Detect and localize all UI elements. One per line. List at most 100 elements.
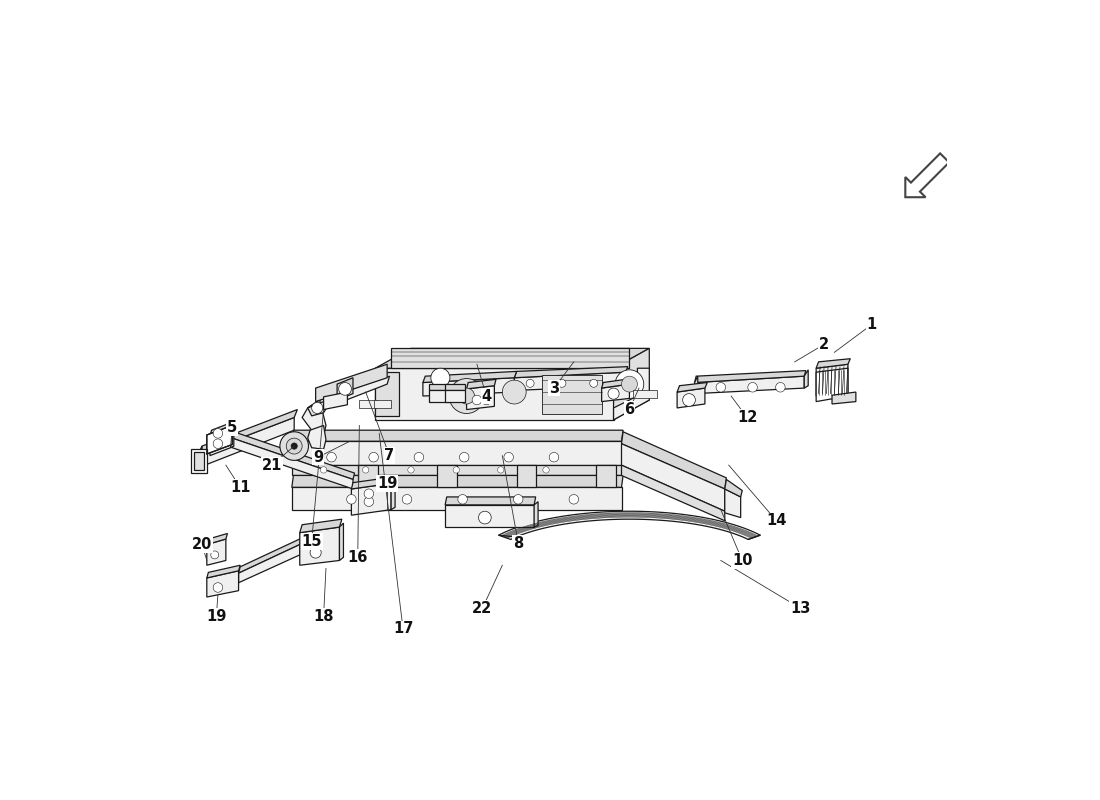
- Bar: [360, 400, 377, 408]
- Polygon shape: [466, 379, 496, 389]
- Polygon shape: [316, 364, 387, 402]
- Text: 15: 15: [301, 534, 322, 549]
- Polygon shape: [199, 418, 294, 467]
- Polygon shape: [621, 444, 725, 511]
- Text: 20: 20: [191, 537, 212, 552]
- Polygon shape: [832, 392, 856, 404]
- Polygon shape: [602, 384, 629, 402]
- Polygon shape: [614, 368, 649, 420]
- Text: 7: 7: [385, 448, 395, 463]
- Circle shape: [621, 376, 637, 392]
- Polygon shape: [621, 465, 725, 521]
- Circle shape: [449, 378, 484, 414]
- Circle shape: [431, 368, 450, 387]
- Polygon shape: [351, 483, 392, 515]
- Polygon shape: [300, 527, 340, 566]
- Polygon shape: [515, 372, 626, 390]
- Polygon shape: [207, 426, 232, 454]
- Circle shape: [543, 466, 549, 473]
- Circle shape: [482, 395, 492, 405]
- Circle shape: [608, 388, 619, 399]
- Polygon shape: [323, 392, 348, 410]
- Polygon shape: [375, 348, 649, 368]
- Circle shape: [458, 494, 468, 504]
- Polygon shape: [602, 378, 631, 388]
- Circle shape: [311, 402, 322, 414]
- Circle shape: [320, 466, 327, 473]
- Polygon shape: [207, 566, 240, 578]
- Polygon shape: [308, 426, 326, 450]
- Polygon shape: [621, 432, 726, 489]
- Bar: [374, 400, 392, 408]
- Polygon shape: [694, 370, 806, 382]
- Text: 9: 9: [314, 450, 323, 465]
- Circle shape: [497, 466, 504, 473]
- Circle shape: [279, 432, 308, 460]
- Polygon shape: [207, 534, 228, 545]
- Polygon shape: [210, 428, 231, 456]
- Polygon shape: [194, 453, 204, 470]
- Text: 1: 1: [867, 317, 877, 332]
- Polygon shape: [340, 523, 343, 561]
- Polygon shape: [239, 545, 300, 582]
- Text: 5: 5: [227, 420, 238, 435]
- Circle shape: [504, 453, 514, 462]
- Text: 18: 18: [314, 609, 333, 623]
- Text: 14: 14: [767, 514, 786, 528]
- Circle shape: [503, 380, 526, 404]
- Polygon shape: [437, 465, 458, 487]
- Circle shape: [569, 494, 579, 504]
- Circle shape: [310, 534, 321, 545]
- Polygon shape: [466, 386, 494, 410]
- Polygon shape: [207, 571, 239, 597]
- Polygon shape: [351, 477, 393, 489]
- Circle shape: [514, 494, 522, 504]
- Polygon shape: [232, 432, 354, 479]
- Polygon shape: [239, 538, 301, 573]
- Circle shape: [368, 453, 378, 462]
- Text: 10: 10: [732, 553, 752, 568]
- Polygon shape: [231, 424, 234, 448]
- Text: 17: 17: [393, 622, 414, 636]
- Polygon shape: [678, 382, 707, 392]
- Polygon shape: [816, 358, 850, 368]
- Circle shape: [776, 382, 785, 392]
- Circle shape: [292, 443, 297, 450]
- Circle shape: [346, 494, 356, 504]
- Circle shape: [408, 466, 415, 473]
- Polygon shape: [446, 390, 465, 402]
- Polygon shape: [905, 154, 949, 198]
- Circle shape: [459, 388, 474, 404]
- Circle shape: [213, 582, 222, 592]
- Circle shape: [558, 379, 565, 387]
- Circle shape: [327, 453, 337, 462]
- Circle shape: [683, 394, 695, 406]
- Polygon shape: [694, 376, 697, 394]
- Text: 16: 16: [348, 550, 367, 565]
- Circle shape: [716, 382, 726, 392]
- Text: 13: 13: [790, 601, 811, 616]
- Polygon shape: [392, 348, 629, 368]
- Polygon shape: [292, 487, 622, 510]
- Polygon shape: [429, 384, 449, 390]
- Text: 3: 3: [549, 381, 559, 395]
- Circle shape: [403, 494, 411, 504]
- Circle shape: [748, 382, 757, 392]
- Polygon shape: [446, 497, 536, 505]
- Text: 4: 4: [482, 389, 492, 403]
- Polygon shape: [300, 519, 342, 533]
- Polygon shape: [337, 378, 353, 400]
- Circle shape: [310, 547, 321, 558]
- Polygon shape: [816, 364, 848, 396]
- Polygon shape: [517, 465, 537, 487]
- Polygon shape: [816, 368, 848, 402]
- Polygon shape: [292, 430, 623, 442]
- Circle shape: [286, 438, 302, 454]
- Circle shape: [472, 395, 482, 405]
- Bar: [634, 390, 658, 398]
- Polygon shape: [446, 384, 465, 390]
- Polygon shape: [392, 479, 395, 510]
- Circle shape: [211, 551, 219, 559]
- Polygon shape: [535, 502, 538, 527]
- Polygon shape: [210, 422, 232, 436]
